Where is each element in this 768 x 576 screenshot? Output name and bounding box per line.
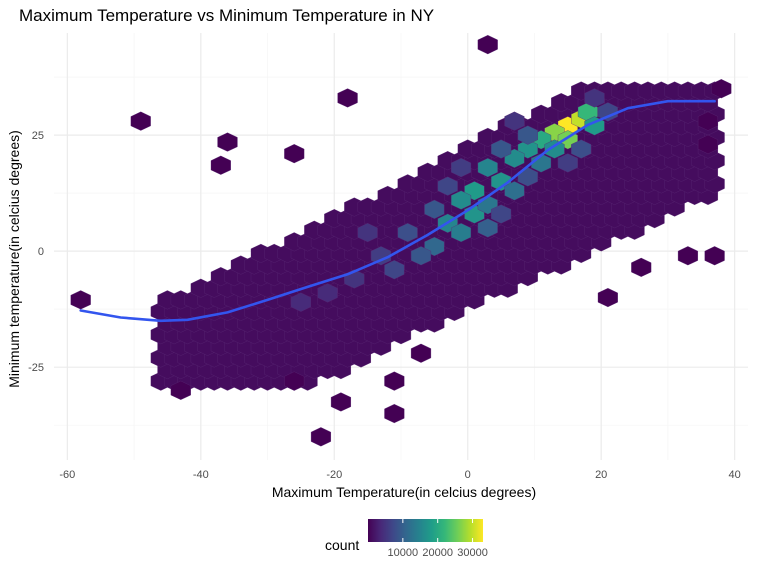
hex-bin bbox=[631, 257, 652, 277]
hex-bin bbox=[310, 427, 331, 447]
hex-bin bbox=[437, 176, 458, 196]
hex-bin bbox=[451, 190, 472, 210]
x-tick-label: -60 bbox=[59, 469, 75, 481]
hex-bin bbox=[210, 155, 231, 175]
hex-bin bbox=[410, 246, 432, 266]
hex-bin bbox=[597, 288, 618, 308]
x-axis-ticks: -60 -40 -20 0 20 40 bbox=[59, 469, 740, 481]
x-tick-label: 0 bbox=[465, 469, 471, 481]
hex-bin bbox=[384, 260, 405, 280]
legend-ticks: 10000 20000 30000 bbox=[388, 519, 488, 559]
hex-bin bbox=[170, 380, 191, 400]
hex-bin bbox=[504, 111, 525, 131]
hex-bin bbox=[370, 246, 392, 266]
plot-area bbox=[54, 33, 748, 460]
hex-bin bbox=[397, 223, 418, 243]
hex-bin bbox=[571, 139, 592, 159]
smooth-trend-layer bbox=[79, 99, 716, 323]
x-tick-label: -20 bbox=[326, 469, 342, 481]
hex-bin bbox=[70, 290, 91, 310]
legend-tick-label: 20000 bbox=[422, 547, 453, 559]
hex-bin bbox=[284, 371, 305, 391]
x-tick-label: 40 bbox=[729, 469, 741, 481]
legend-colorbar bbox=[368, 519, 483, 542]
hex-bin bbox=[317, 283, 338, 303]
hex-bin bbox=[330, 392, 351, 412]
hex-bin bbox=[544, 139, 565, 159]
legend-tick-label: 10000 bbox=[388, 547, 419, 559]
y-tick-label: 25 bbox=[32, 130, 44, 142]
hex-bin bbox=[477, 218, 498, 238]
y-tick-label: 0 bbox=[38, 246, 44, 258]
hex-bin bbox=[697, 111, 718, 131]
y-tick-label: -25 bbox=[28, 362, 44, 374]
hex-bin bbox=[491, 204, 512, 224]
hex-bin bbox=[217, 132, 238, 152]
hex-bin bbox=[384, 404, 405, 424]
hex-bin bbox=[557, 153, 578, 173]
x-axis-title: Maximum Temperature(in celcius degrees) bbox=[272, 484, 536, 500]
hex-bin bbox=[290, 292, 311, 312]
hex-bins bbox=[70, 35, 732, 447]
hex-bin bbox=[477, 158, 498, 178]
chart-title: Maximum Temperature vs Minimum Temperatu… bbox=[19, 6, 434, 25]
smooth-trend-line bbox=[79, 99, 716, 323]
y-axis-title: Minimum temperature(in celcius degrees) bbox=[6, 130, 22, 388]
y-axis-ticks: -25 0 25 bbox=[28, 130, 44, 374]
legend: count 10000 20000 30000 bbox=[325, 519, 488, 559]
x-tick-label: -40 bbox=[193, 469, 209, 481]
hex-bin bbox=[451, 158, 472, 178]
hex-bin bbox=[517, 167, 538, 187]
hex-bin bbox=[491, 139, 512, 159]
hex-bin bbox=[337, 88, 358, 108]
hex-bin bbox=[697, 134, 718, 154]
x-tick-label: 20 bbox=[595, 469, 607, 481]
hex-bin bbox=[284, 144, 305, 164]
hex-bin bbox=[704, 246, 725, 266]
legend-tick-label: 30000 bbox=[457, 547, 488, 559]
hex-bin bbox=[584, 88, 605, 108]
legend-title: count bbox=[325, 537, 359, 553]
hex-bin bbox=[477, 35, 498, 55]
hex-bin bbox=[357, 223, 378, 243]
hex-bin bbox=[711, 79, 732, 99]
hex-bin bbox=[451, 223, 472, 243]
hex-bin bbox=[424, 199, 445, 219]
hex-bin bbox=[384, 371, 405, 391]
hex-bin bbox=[677, 246, 698, 266]
hex-bin bbox=[517, 125, 538, 145]
hex-bin bbox=[597, 102, 618, 122]
hex-bin bbox=[130, 111, 151, 131]
hex-bin bbox=[410, 343, 432, 363]
